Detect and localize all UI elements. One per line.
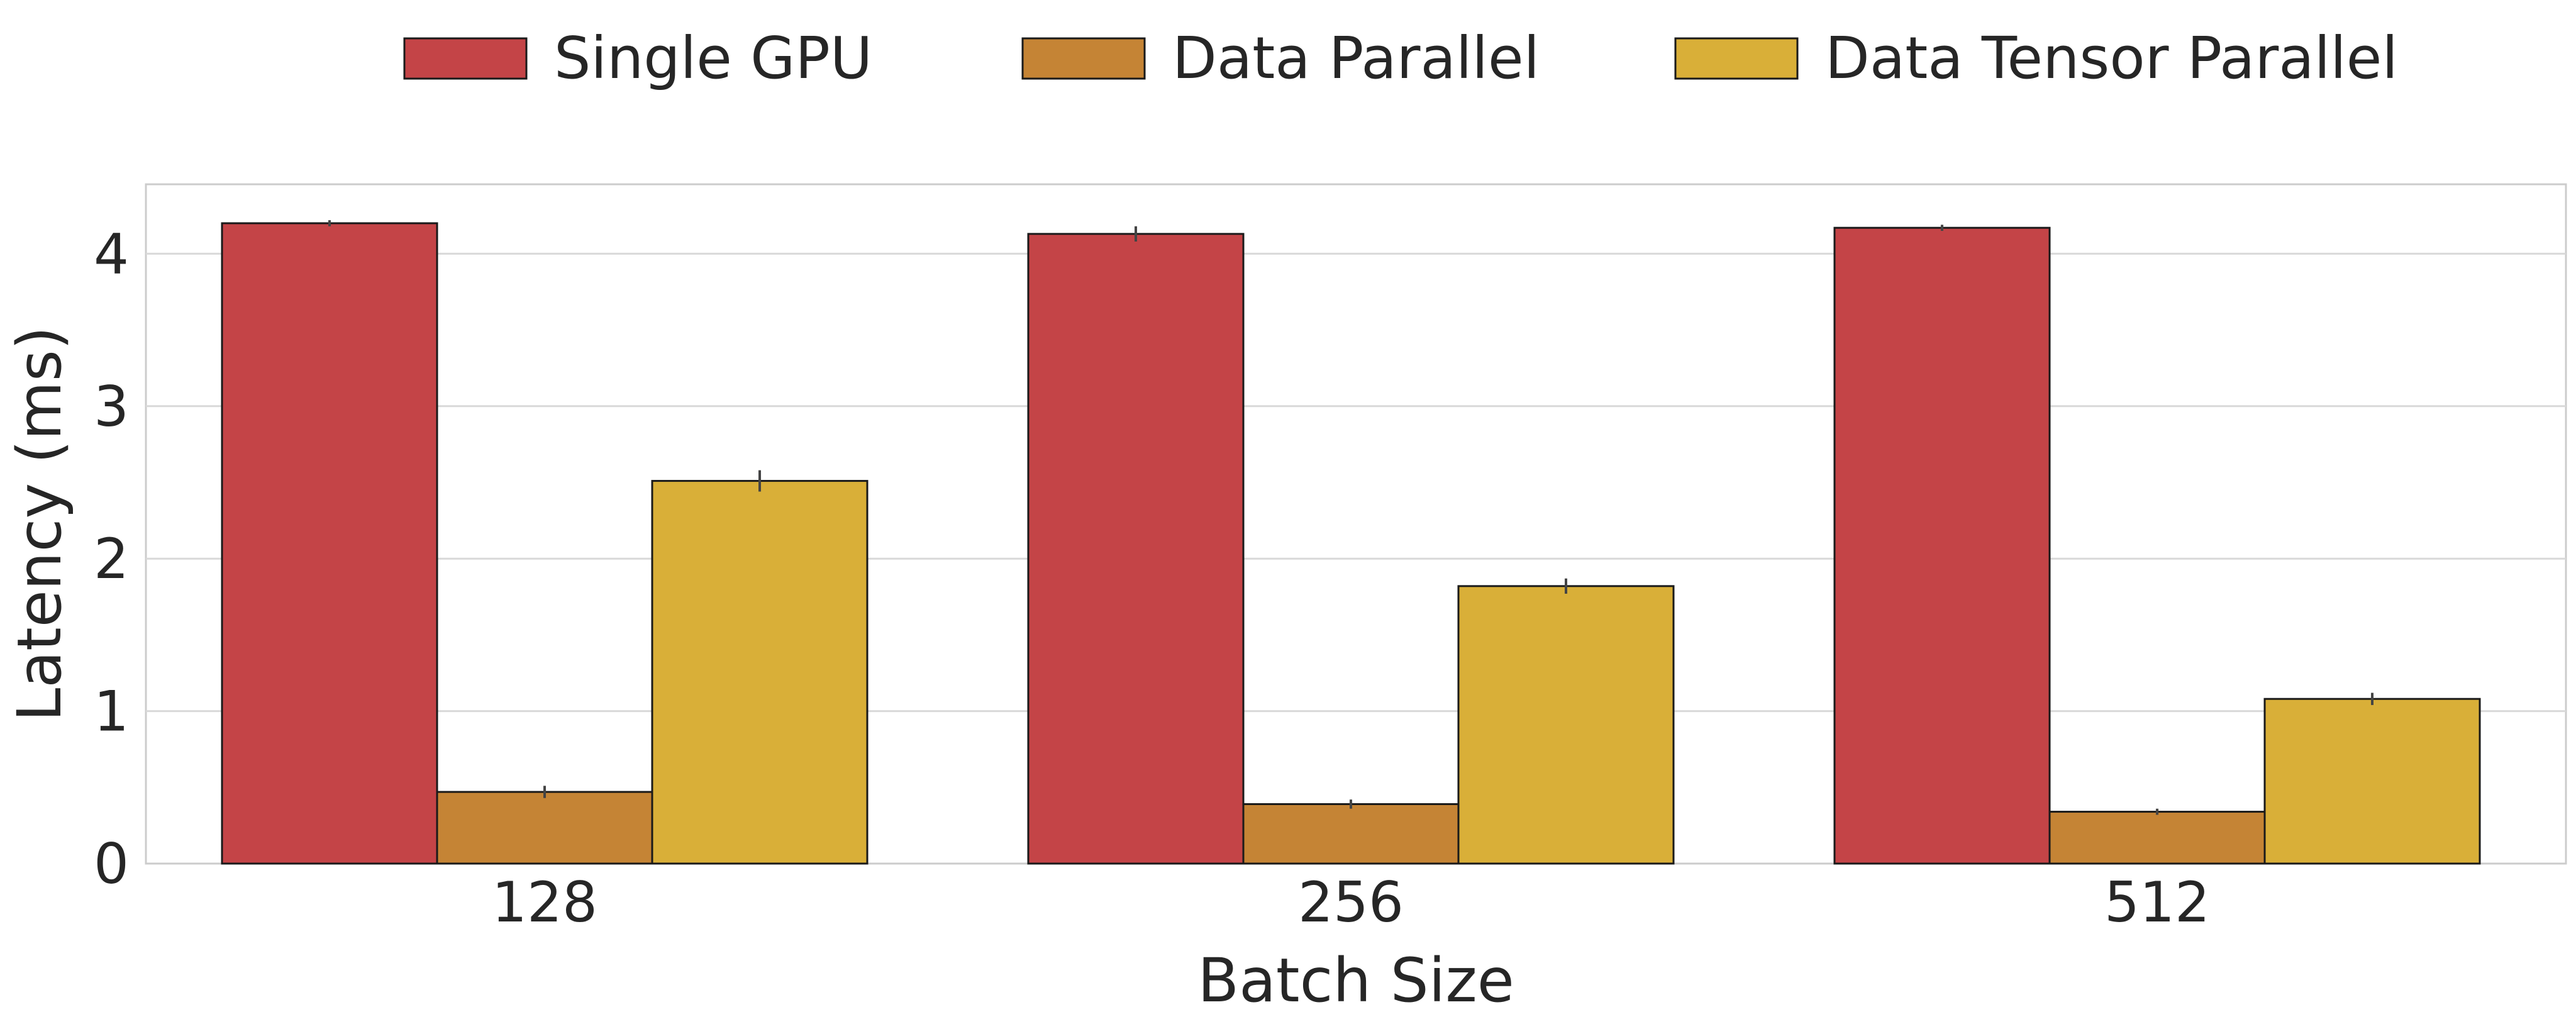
bar-data-parallel-128 (436, 791, 653, 865)
x-tick-label: 512 (2104, 870, 2210, 935)
legend-label: Data Tensor Parallel (1825, 25, 2398, 92)
x-axis-ticks: 128 256 512 (492, 870, 2210, 935)
x-tick-label: 128 (492, 870, 597, 935)
bar-data-tensor-parallel-512 (2263, 698, 2481, 865)
legend-label: Single GPU (554, 25, 872, 92)
legend-swatch (403, 37, 528, 80)
y-axis-ticks: 0 1 2 3 4 (94, 221, 129, 896)
bar-data-parallel-256 (1242, 803, 1460, 865)
y-axis-title: Latency (ms) (4, 326, 75, 721)
gridlines (146, 252, 2566, 713)
plot-area (145, 183, 2567, 865)
bar-data-tensor-parallel-128 (651, 480, 869, 865)
bar-data-tensor-parallel-256 (1457, 585, 1675, 865)
y-tick-label: 3 (94, 374, 129, 439)
error-bars (328, 220, 2373, 815)
y-tick-label: 1 (94, 679, 129, 744)
bar-single-gpu-128 (221, 222, 438, 865)
bar-single-gpu-512 (1833, 226, 2051, 865)
x-axis-title: Batch Size (1197, 945, 1514, 1016)
bar-single-gpu-256 (1027, 233, 1245, 865)
legend-swatch (1674, 37, 1799, 80)
y-tick-label: 2 (94, 526, 129, 591)
legend-label: Data Parallel (1172, 25, 1540, 92)
x-tick-label: 256 (1298, 870, 1404, 935)
legend-swatch (1021, 37, 1146, 80)
y-tick-label: 0 (94, 832, 129, 896)
y-tick-label: 4 (94, 221, 129, 286)
bars (221, 222, 2481, 865)
legend: Single GPU Data Parallel Data Tensor Paral… (403, 25, 2398, 92)
bar-data-parallel-512 (2048, 811, 2266, 865)
